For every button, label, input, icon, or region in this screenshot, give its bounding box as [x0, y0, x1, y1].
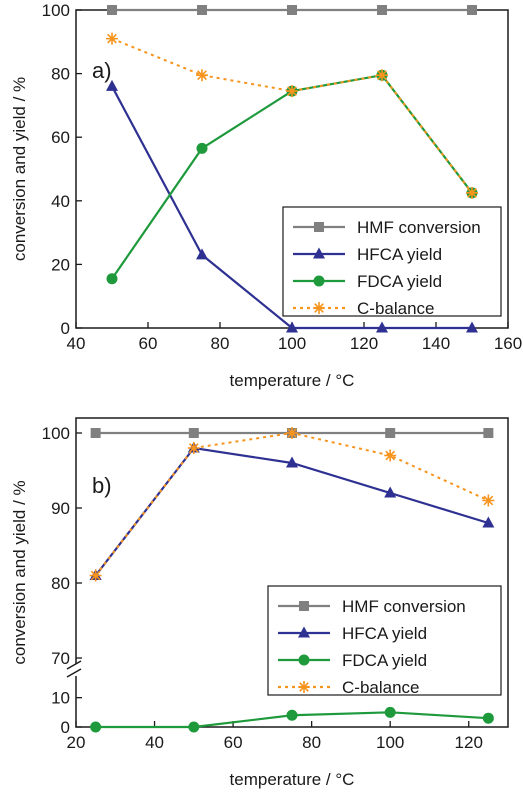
legend-label: C-balance — [342, 678, 420, 697]
data-point — [385, 428, 396, 438]
legend-marker — [314, 222, 324, 232]
y-tick-label: 40 — [51, 192, 70, 211]
panel-a: 40 60 80 100 120 140 160 0 20 40 60 80 100 temperatur… — [10, 1, 522, 390]
legend-label: HMF conversion — [342, 597, 466, 616]
y-tick-label: 20 — [51, 255, 70, 274]
legend-marker — [313, 275, 325, 287]
data-point — [482, 494, 495, 507]
legend-label: HFCA yield — [342, 624, 427, 643]
panel-label: b) — [92, 473, 112, 498]
series-markers — [89, 427, 495, 733]
legend-marker — [298, 626, 310, 638]
data-point — [188, 428, 199, 438]
data-point — [106, 32, 118, 45]
axis-break-mark — [66, 660, 82, 670]
axis-break-gap — [68, 664, 84, 676]
data-point — [287, 5, 297, 15]
panel-b: 20 40 60 80 100 120 0 10 70 80 90 100 temperature / … — [10, 417, 509, 789]
y-tick-label: 100 — [42, 1, 70, 20]
panel-label: a) — [92, 58, 112, 83]
series-line — [111, 37, 473, 194]
data-point — [466, 321, 478, 333]
legend-marker — [313, 247, 325, 259]
x-tick-label: 40 — [145, 733, 164, 752]
y-tick-label: 0 — [61, 319, 70, 338]
data-point — [90, 428, 101, 438]
data-point — [376, 321, 388, 333]
data-point — [188, 721, 200, 733]
data-point — [384, 486, 397, 498]
data-point — [482, 712, 494, 724]
data-point — [196, 248, 208, 260]
y-tick-label: 0 — [61, 718, 70, 737]
data-point — [466, 186, 478, 199]
x-tick-label: 100 — [376, 733, 404, 752]
data-point — [376, 69, 388, 82]
y-tick-label: 80 — [51, 574, 70, 593]
data-point — [286, 427, 298, 439]
legend-label: C-balance — [357, 299, 435, 318]
x-tick-label: 160 — [494, 334, 522, 353]
x-tick-label: 80 — [302, 733, 321, 752]
data-point — [107, 5, 117, 15]
legend-label: HFCA yield — [357, 245, 442, 264]
y-axis-title: conversion and yield / % — [10, 480, 29, 664]
y-tick-label: 70 — [51, 649, 70, 668]
y-tick-label: 90 — [51, 499, 70, 518]
x-axis-title: temperature / °C — [230, 371, 355, 390]
legend-label: FDCA yield — [342, 651, 427, 670]
data-point — [286, 85, 298, 98]
data-point — [286, 709, 298, 721]
legend-marker — [299, 601, 309, 611]
data-point — [197, 5, 207, 15]
data-point — [384, 706, 396, 718]
data-point — [196, 142, 208, 154]
data-point — [89, 569, 102, 582]
data-point — [106, 273, 118, 285]
y-tick-label: 10 — [51, 689, 70, 708]
y-tick-label: 60 — [51, 128, 70, 147]
x-tick-label: 140 — [422, 334, 450, 353]
y-tick-label: 100 — [42, 424, 70, 443]
x-tick-label: 60 — [139, 334, 158, 353]
data-point — [286, 321, 298, 333]
y-tick-label: 80 — [51, 65, 70, 84]
data-point — [467, 5, 477, 15]
data-point — [384, 449, 397, 462]
x-tick-label: 20 — [67, 733, 86, 752]
plot-frame — [75, 417, 509, 728]
x-tick-label: 60 — [224, 733, 243, 752]
legend-marker — [298, 681, 310, 693]
data-point — [377, 5, 387, 15]
legend-marker — [298, 654, 310, 666]
legend-label: FDCA yield — [357, 272, 442, 291]
data-point — [90, 721, 102, 733]
legend-box — [282, 206, 502, 317]
x-tick-label: 80 — [211, 334, 230, 353]
data-point — [482, 516, 495, 528]
data-point — [196, 69, 208, 82]
x-tick-label: 40 — [67, 334, 86, 353]
legend-label: HMF conversion — [357, 218, 481, 237]
series-markers — [106, 5, 478, 333]
axis-break-mark — [66, 668, 82, 678]
y-axis-title: conversion and yield / % — [10, 77, 29, 261]
data-point — [187, 442, 200, 454]
data-point — [106, 79, 118, 91]
x-tick-label: 120 — [455, 733, 483, 752]
data-point — [483, 428, 494, 438]
x-tick-label: 120 — [350, 334, 378, 353]
data-point — [286, 456, 298, 468]
x-tick-label: 100 — [278, 334, 306, 353]
x-axis-title: temperature / °C — [230, 770, 355, 789]
legend-marker — [313, 302, 325, 314]
